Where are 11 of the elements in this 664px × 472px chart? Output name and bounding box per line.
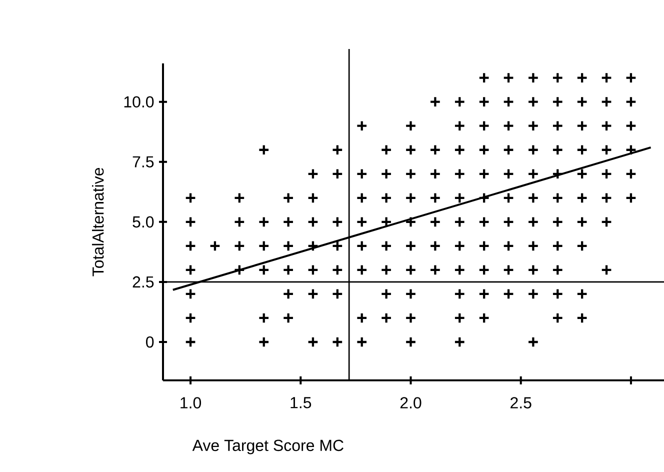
x-axis-title: Ave Target Score MC [192,440,344,454]
x-tick-label: 2.5 [510,397,532,408]
y-tick-label: 10.0 [124,96,154,108]
y-axis-title: TotalAlternative [92,168,104,276]
y-tick-label: 7.5 [132,156,154,168]
x-tick-label: 1.5 [290,397,312,408]
y-tick-label: 0 [146,336,154,348]
y-tick-label: 5.0 [132,216,154,228]
x-tick-label: 2.0 [400,397,422,408]
y-tick-label: 2.5 [132,276,154,288]
x-tick-label: 1.0 [180,397,202,408]
